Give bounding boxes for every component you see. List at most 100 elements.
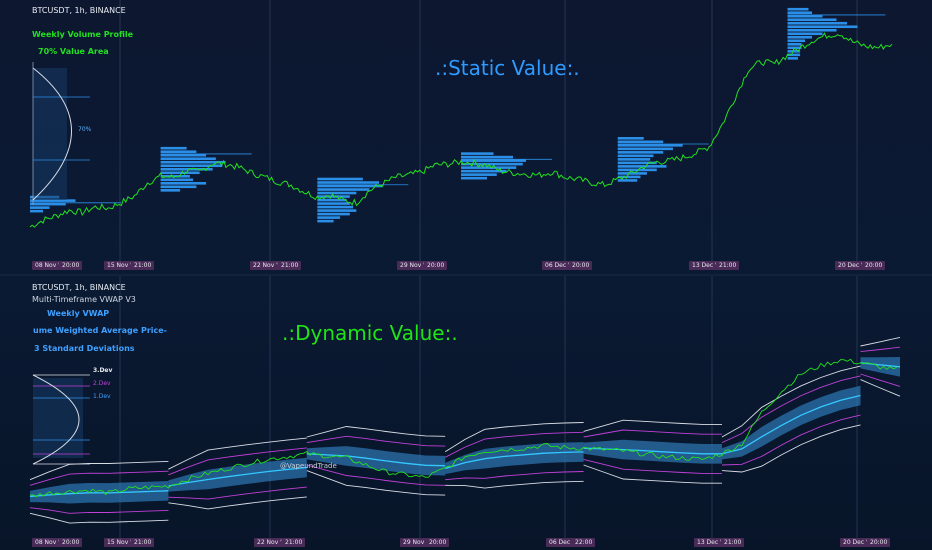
- bottom-tick-5: 21:00: [282, 538, 306, 547]
- volume-profile-bar: [461, 169, 507, 173]
- volume-profile-bar: [317, 191, 357, 195]
- volume-profile-bar: [787, 50, 801, 53]
- bottom-title-line2: ume Weighted Average Price-: [33, 326, 167, 335]
- top-tick-0: 08 Nov '20: [32, 261, 71, 270]
- bottom-title-line3: 3 Standard Deviations: [34, 344, 135, 353]
- volume-profile-bar: [617, 165, 667, 168]
- dev3-upper: [444, 422, 584, 453]
- volume-profile-bar: [317, 202, 350, 205]
- volume-profile-bar: [787, 21, 848, 25]
- dev2-lower: [306, 464, 446, 486]
- bottom-title-line1: Weekly VWAP: [47, 309, 110, 318]
- dev3-lower: [721, 424, 861, 473]
- volume-profile-bar: [787, 53, 801, 57]
- dev1-band: [722, 385, 861, 460]
- top-tick-6: 29 Nov '20: [397, 261, 436, 270]
- volume-profile-bar: [30, 202, 66, 206]
- bottom-tick-11: 21:00: [721, 538, 745, 547]
- volume-profile-bar: [317, 209, 357, 212]
- volume-profile-bar: [461, 166, 517, 169]
- volume-profile-bar: [617, 147, 673, 151]
- inset2-bg: [33, 378, 83, 458]
- dev2-upper: [860, 346, 901, 353]
- dev2-lower: [583, 458, 722, 474]
- volume-profile-bar: [787, 43, 802, 46]
- volume-profile-bar: [617, 179, 638, 182]
- indicator-name: Multi-Timeframe VWAP V3: [32, 295, 136, 304]
- top-title-line2: 70% Value Area: [38, 47, 109, 56]
- volume-profile-bar: [617, 140, 664, 144]
- volume-profile-bar: [787, 35, 813, 39]
- volume-profile-bar: [787, 7, 809, 11]
- dev3-lower: [168, 496, 307, 510]
- dev3-upper: [860, 336, 901, 347]
- dev2-upper: [306, 435, 446, 447]
- volume-profile-bar: [317, 198, 347, 202]
- volume-profile-bar: [160, 160, 226, 164]
- volume-profile-bar: [617, 154, 654, 158]
- volume-profile-bar: [617, 144, 683, 147]
- bottom-tick-3: 21:00: [131, 538, 155, 547]
- volume-profile-bar: [617, 168, 657, 172]
- dev3-upper: [721, 365, 861, 438]
- bottom-price-line: [29, 358, 897, 498]
- volume-profile-bar: [160, 164, 223, 168]
- dev2-upper: [29, 470, 169, 486]
- bottom-tick-13: 20:00: [867, 538, 891, 547]
- bottom-tick-4: 22 Nov '20: [254, 538, 293, 547]
- volume-profile-bar: [617, 158, 651, 161]
- volume-profile-bar: [317, 216, 341, 219]
- dev2-upper: [444, 431, 584, 458]
- bottom-tick-7: 20:00: [426, 538, 450, 547]
- vwap-line: [168, 466, 307, 487]
- dev3-upper: [583, 419, 722, 432]
- dev2-lower: [445, 471, 584, 481]
- volume-profile-bar: [160, 185, 197, 189]
- top-tick-4: 22 Nov '20: [250, 261, 289, 270]
- volume-profile-bar: [160, 182, 207, 185]
- volume-profile-bar: [160, 153, 207, 157]
- dev3-upper: [168, 437, 307, 470]
- bottom-tick-9: 22:00: [572, 538, 596, 547]
- volume-profile-bar: [461, 155, 513, 159]
- static-value-overlay: .:Static Value:.: [435, 56, 580, 80]
- volume-profile-bar: [317, 195, 350, 198]
- bottom-tick-2: 15 Nov '20: [104, 538, 143, 547]
- volume-profile-bar: [617, 137, 644, 140]
- volume-profile-bar: [461, 173, 497, 176]
- bottom-symbol-label: BTCUSDT, 1h, BINANCE: [32, 283, 126, 292]
- dev3-lower: [29, 512, 169, 524]
- dev2-lower: [860, 373, 901, 387]
- volume-profile-bar: [617, 151, 664, 154]
- top-tick-11: 21:00: [716, 261, 740, 270]
- volume-profile-bar: [160, 189, 181, 192]
- dynamic-value-overlay: .:Dynamic Value:.: [282, 321, 458, 345]
- volume-profile-bar: [617, 175, 641, 179]
- watermark: @VapeundTrade: [280, 462, 337, 470]
- volume-profile-bar: [160, 178, 194, 182]
- dev3-lower: [583, 464, 722, 484]
- vwap-line: [860, 362, 901, 368]
- top-tick-2: 15 Nov '20: [104, 261, 143, 270]
- volume-profile-bar: [160, 146, 187, 150]
- inset-70-label: 70%: [78, 126, 92, 133]
- bottom-tick-12: 20 Dec '20: [840, 538, 879, 547]
- dev1-band: [860, 357, 900, 377]
- inset-curve: [32, 67, 72, 201]
- dev1-band: [445, 442, 584, 475]
- top-tick-3: 21:00: [131, 261, 155, 270]
- dev2-upper: [168, 447, 307, 476]
- volume-profile-bar: [30, 209, 43, 213]
- dev1-band: [168, 457, 307, 492]
- volume-profile-bar: [461, 152, 494, 155]
- top-tick-10: 13 Dec '20: [689, 261, 728, 270]
- inset2-curve: [32, 374, 80, 465]
- dev3-upper: [306, 426, 446, 438]
- top-tick-8: 06 Dec '20: [542, 261, 581, 270]
- volume-profile-bar: [787, 46, 802, 50]
- volume-profile-bar: [461, 162, 523, 166]
- volume-profile-bar: [160, 171, 200, 175]
- inset-bg: [33, 68, 67, 200]
- bottom-tick-10: 13 Dec '20: [694, 538, 733, 547]
